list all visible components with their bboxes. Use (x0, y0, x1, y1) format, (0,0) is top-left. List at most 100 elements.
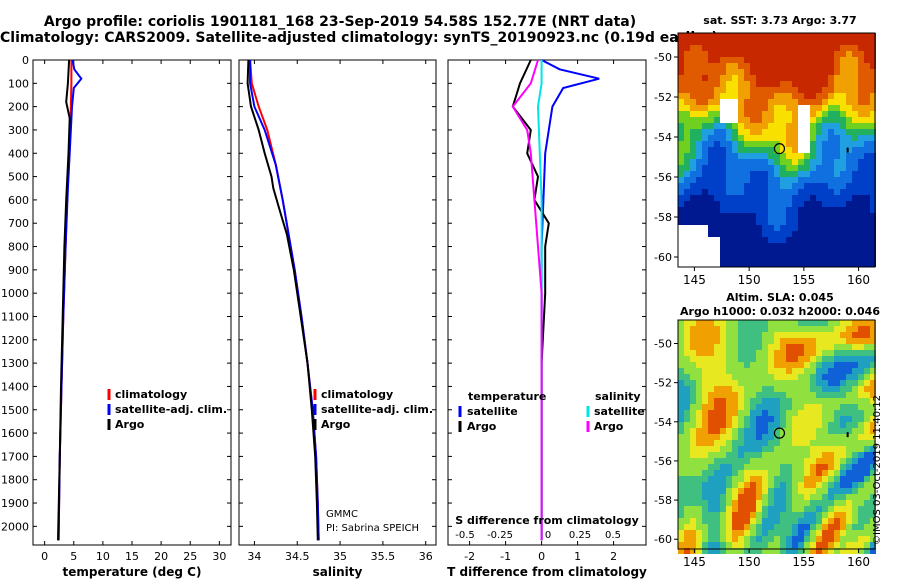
x-tick-label: 0 (538, 550, 545, 563)
secondary-axis-label: S difference from climatology (455, 514, 639, 527)
x-axis-label: temperature (deg C) (63, 565, 202, 579)
title-line-1: Argo profile: coriolis 1901181_168 23-Se… (43, 14, 637, 30)
secondary-tick-label: 0 (545, 530, 551, 541)
x-axis-label: T difference from climatology (447, 565, 647, 579)
title-line-2: Climatology: CARS2009. Satellite-adjuste… (0, 30, 718, 46)
map-y-tick-label: -52 (654, 377, 672, 390)
x-tick-label: 10 (96, 550, 110, 563)
x-tick-label: -1 (500, 550, 511, 563)
depth-tick-label: 1100 (1, 310, 29, 323)
x-tick-label: 30 (212, 550, 226, 563)
x-tick-label: 25 (183, 550, 197, 563)
argo-profile-marker (773, 143, 786, 155)
argo-profile-marker (773, 427, 786, 439)
imos-timestamp: ©IMOS 03-Oct-2019 11:40:12 (872, 394, 883, 545)
map-x-tick-label: 155 (792, 273, 815, 287)
legend-label-s: Argo (594, 420, 624, 433)
x-tick-label: 0 (41, 550, 48, 563)
plot-frame-2 (238, 59, 437, 546)
depth-tick-label: 1500 (1, 404, 29, 417)
map-x-tick-label: 150 (738, 555, 761, 569)
legend-title-salinity: salinity (595, 390, 641, 403)
depth-tick-label: 700 (8, 217, 29, 230)
map-y-tick-label: -56 (654, 171, 672, 184)
sla-map-title-1: Altim. SLA: 0.045 (726, 291, 834, 304)
legend-label-t: Argo (467, 420, 497, 433)
x-tick-label: 5 (70, 550, 77, 563)
sst-map (678, 33, 876, 267)
secondary-tick-label: 0.5 (605, 530, 621, 541)
map-y-tick-label: -58 (654, 211, 672, 224)
series-black-line (511, 59, 550, 541)
map-x-tick-label: 155 (792, 555, 815, 569)
legend-label-t: satellite (467, 405, 518, 418)
map-y-tick-label: -52 (654, 91, 672, 104)
x-tick-label: 1 (574, 550, 581, 563)
x-tick-label: 34.5 (285, 550, 310, 563)
x-axis-label: salinity (313, 565, 363, 579)
map-y-tick-label: -50 (654, 51, 672, 64)
x-tick-label: -2 (464, 550, 475, 563)
plot-frame-3 (447, 59, 647, 546)
depth-tick-label: 1700 (1, 450, 29, 463)
sla-map-frame (677, 319, 876, 550)
depth-tick-label: 1300 (1, 357, 29, 370)
map-y-tick-label: -60 (654, 533, 672, 546)
x-tick-label: 2 (610, 550, 617, 563)
legend-label: climatology (321, 388, 393, 401)
x-tick-label: 20 (154, 550, 168, 563)
x-tick-label: 15 (125, 550, 139, 563)
legend-label: Argo (115, 418, 145, 431)
map-y-tick-label: -60 (654, 251, 672, 264)
depth-tick-label: 800 (8, 241, 29, 254)
map-y-tick-label: -50 (654, 337, 672, 350)
depth-tick-label: 1600 (1, 427, 29, 440)
x-tick-label: 36 (419, 550, 433, 563)
legend-label-s: satellite (594, 405, 645, 418)
depth-tick-label: 1400 (1, 380, 29, 393)
depth-tick-label: 300 (8, 124, 29, 137)
map-y-tick-label: -56 (654, 455, 672, 468)
annotation-pi: PI: Sabrina SPEICH (326, 523, 419, 534)
series-black-line (246, 59, 319, 541)
legend-title-temperature: temperature (468, 390, 546, 403)
annotation-gmmc: GMMC (326, 509, 358, 520)
depth-tick-label: 600 (8, 194, 29, 207)
sst-map-frame (677, 32, 876, 268)
plot-frame-1 (32, 59, 232, 546)
secondary-tick-label: 0.25 (569, 530, 591, 541)
sla-map-title-2: Argo h1000: 0.032 h2000: 0.046 (680, 305, 880, 318)
x-tick-label: 34 (247, 550, 261, 563)
sla-map (678, 320, 876, 554)
depth-tick-label: 1800 (1, 474, 29, 487)
legend-label: Argo (321, 418, 351, 431)
map-y-tick-label: -54 (654, 416, 672, 429)
secondary-tick-label: -0.5 (455, 530, 475, 541)
series-black-line (57, 59, 71, 541)
depth-tick-label: 900 (8, 264, 29, 277)
depth-tick-label: 2000 (1, 520, 29, 533)
map-x-tick-label: 145 (683, 273, 706, 287)
map-x-tick-label: 160 (847, 555, 870, 569)
depth-tick-label: 500 (8, 171, 29, 184)
float-track-mark (846, 432, 849, 438)
legend-label: climatology (115, 388, 187, 401)
map-x-tick-label: 150 (738, 273, 761, 287)
depth-tick-label: 1000 (1, 287, 29, 300)
sst-map-title: sat. SST: 3.73 Argo: 3.77 (703, 14, 857, 27)
depth-tick-label: 100 (8, 77, 29, 90)
map-y-tick-label: -58 (654, 494, 672, 507)
x-tick-label: 35.5 (371, 550, 396, 563)
series-magenta-line (511, 59, 543, 541)
x-tick-label: 35 (333, 550, 347, 563)
depth-tick-label: 1900 (1, 497, 29, 510)
map-x-tick-label: 160 (847, 273, 870, 287)
depth-tick-label: 0 (22, 54, 29, 67)
map-x-tick-label: 145 (683, 555, 706, 569)
depth-tick-label: 200 (8, 101, 29, 114)
legend-label: satellite-adj. clim. (115, 403, 227, 416)
legend-label: satellite-adj. clim. (321, 403, 433, 416)
float-track-mark (846, 147, 849, 153)
depth-tick-label: 1200 (1, 334, 29, 347)
